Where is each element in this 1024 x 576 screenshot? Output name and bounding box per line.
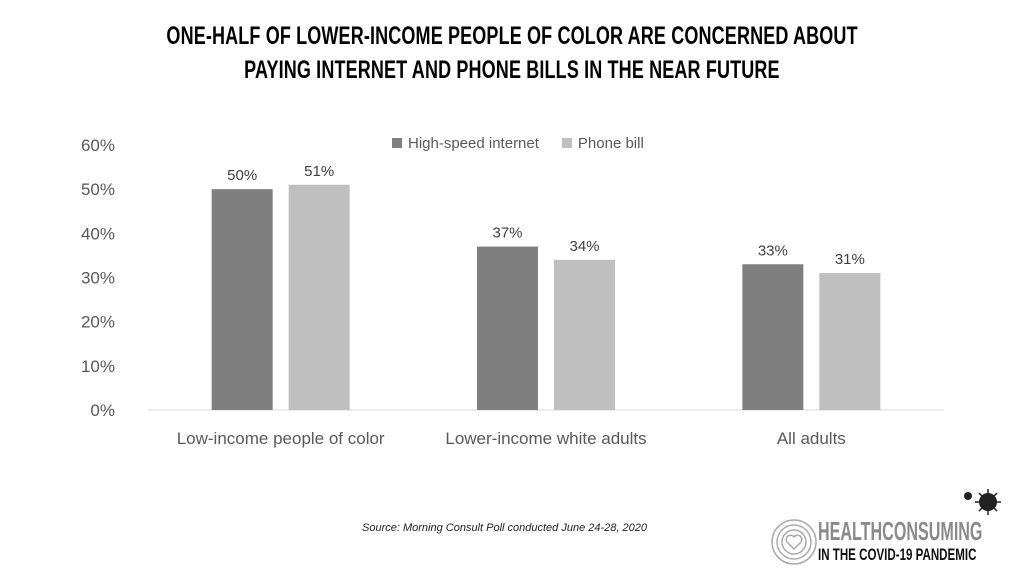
bar xyxy=(554,259,615,410)
legend-swatch xyxy=(561,138,572,148)
bar xyxy=(477,246,538,410)
y-tick-label: 0% xyxy=(90,401,115,420)
y-tick-label: 60% xyxy=(81,136,115,155)
data-label: 31% xyxy=(835,251,865,268)
logo-text-line-2: IN THE COVID-19 PANDEMIC xyxy=(818,545,977,564)
bar xyxy=(211,189,273,410)
logo-text-line-1: HEALTHCONSUMING xyxy=(818,516,983,546)
legend-label: High-speed internet xyxy=(408,135,540,152)
data-label: 37% xyxy=(492,225,522,242)
y-tick-label: 40% xyxy=(81,224,115,243)
source-note: Source: Morning Consult Poll conducted J… xyxy=(362,522,647,534)
chart-title-line-2: PAYING INTERNET AND PHONE BILLS IN THE N… xyxy=(244,56,780,84)
legend-label: Phone bill xyxy=(578,135,644,152)
data-label: 34% xyxy=(569,238,599,255)
data-label: 51% xyxy=(304,163,334,180)
bar xyxy=(288,184,350,410)
y-tick-label: 30% xyxy=(81,269,115,288)
y-tick-label: 10% xyxy=(81,357,115,376)
heart-logo-icon xyxy=(771,519,817,565)
data-label: 33% xyxy=(758,242,788,259)
bar xyxy=(819,273,881,410)
x-tick-label: Lower-income white adults xyxy=(445,429,646,448)
x-tick-label: All adults xyxy=(777,429,846,448)
virus-icon xyxy=(964,489,1001,515)
y-tick-label: 50% xyxy=(81,180,115,199)
bar xyxy=(742,264,804,410)
legend-swatch xyxy=(392,138,402,148)
y-tick-label: 20% xyxy=(81,313,115,332)
chart-title-line-1: ONE-HALF OF LOWER-INCOME PEOPLE OF COLOR… xyxy=(166,22,858,50)
data-label: 50% xyxy=(227,167,257,184)
x-tick-label: Low-income people of color xyxy=(177,429,385,448)
logo: HEALTHCONSUMING IN THE COVID-19 PANDEMIC xyxy=(770,488,1020,568)
